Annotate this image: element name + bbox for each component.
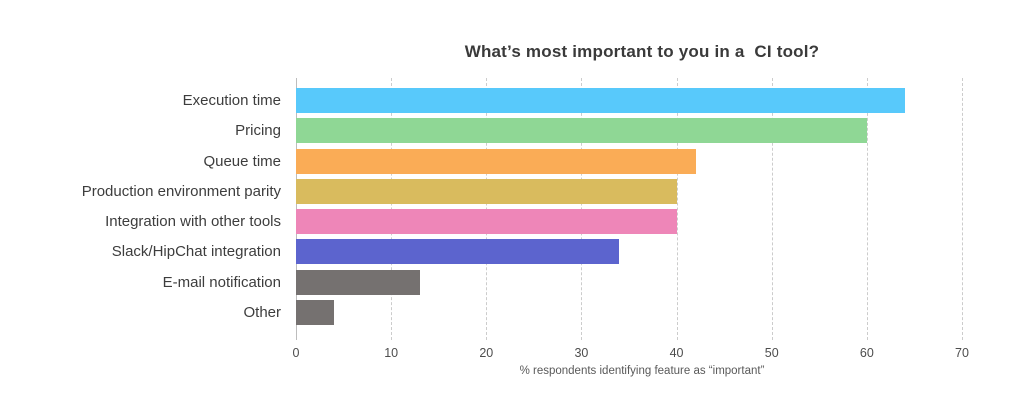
x-tick-label: 40 <box>669 346 684 360</box>
x-tick-label: 50 <box>764 346 779 360</box>
gridline <box>962 78 963 340</box>
category-label: Pricing <box>235 122 281 140</box>
chart-title: What’s most important to you in a CI too… <box>464 42 820 61</box>
x-tick-label: 30 <box>574 346 589 360</box>
category-label: Production environment parity <box>81 182 281 200</box>
x-axis-ticks: 0 10 20 30 40 50 60 70 <box>293 346 988 362</box>
table-row: Production environment parity <box>0 178 1035 204</box>
bar <box>296 88 905 113</box>
gridline <box>676 78 678 340</box>
plot-area <box>296 78 988 340</box>
bar <box>296 178 677 204</box>
table-row: Queue time <box>0 148 1035 174</box>
x-tick-label: 10 <box>384 346 399 360</box>
bar <box>296 239 620 265</box>
bar <box>296 269 420 295</box>
bar-rows: Execution time Pricing Queue time Productio… <box>0 78 1035 326</box>
bar <box>296 118 867 144</box>
category-label: Integration with other tools <box>105 213 281 231</box>
x-axis-label: % respondents identifying feature as “im… <box>519 365 765 377</box>
x-tick-label: 60 <box>859 346 874 360</box>
table-row: E-mail notification <box>0 269 1035 295</box>
category-label: Queue time <box>203 152 281 170</box>
x-tick-label: 70 <box>955 346 969 360</box>
gridline <box>581 78 583 340</box>
x-tick-label: 20 <box>479 346 494 360</box>
category-label: Slack/HipChat integration <box>111 243 281 261</box>
category-label: E-mail notification <box>162 273 281 291</box>
table-row: Execution time <box>0 88 1035 113</box>
axis-zero-line <box>296 78 297 340</box>
gridline <box>391 78 393 340</box>
table-row: Slack/HipChat integration <box>0 239 1035 265</box>
gridline <box>866 78 868 340</box>
bar <box>296 300 335 326</box>
x-tick-label: 0 <box>292 346 300 360</box>
category-label: Execution time <box>182 92 281 109</box>
bar <box>296 148 696 174</box>
table-row: Pricing <box>0 118 1035 144</box>
bar <box>296 209 677 235</box>
gridline <box>486 78 488 340</box>
table-row: Other <box>0 300 1035 326</box>
category-label: Other <box>243 304 281 322</box>
gridline <box>771 78 773 340</box>
table-row: Integration with other tools <box>0 209 1035 235</box>
